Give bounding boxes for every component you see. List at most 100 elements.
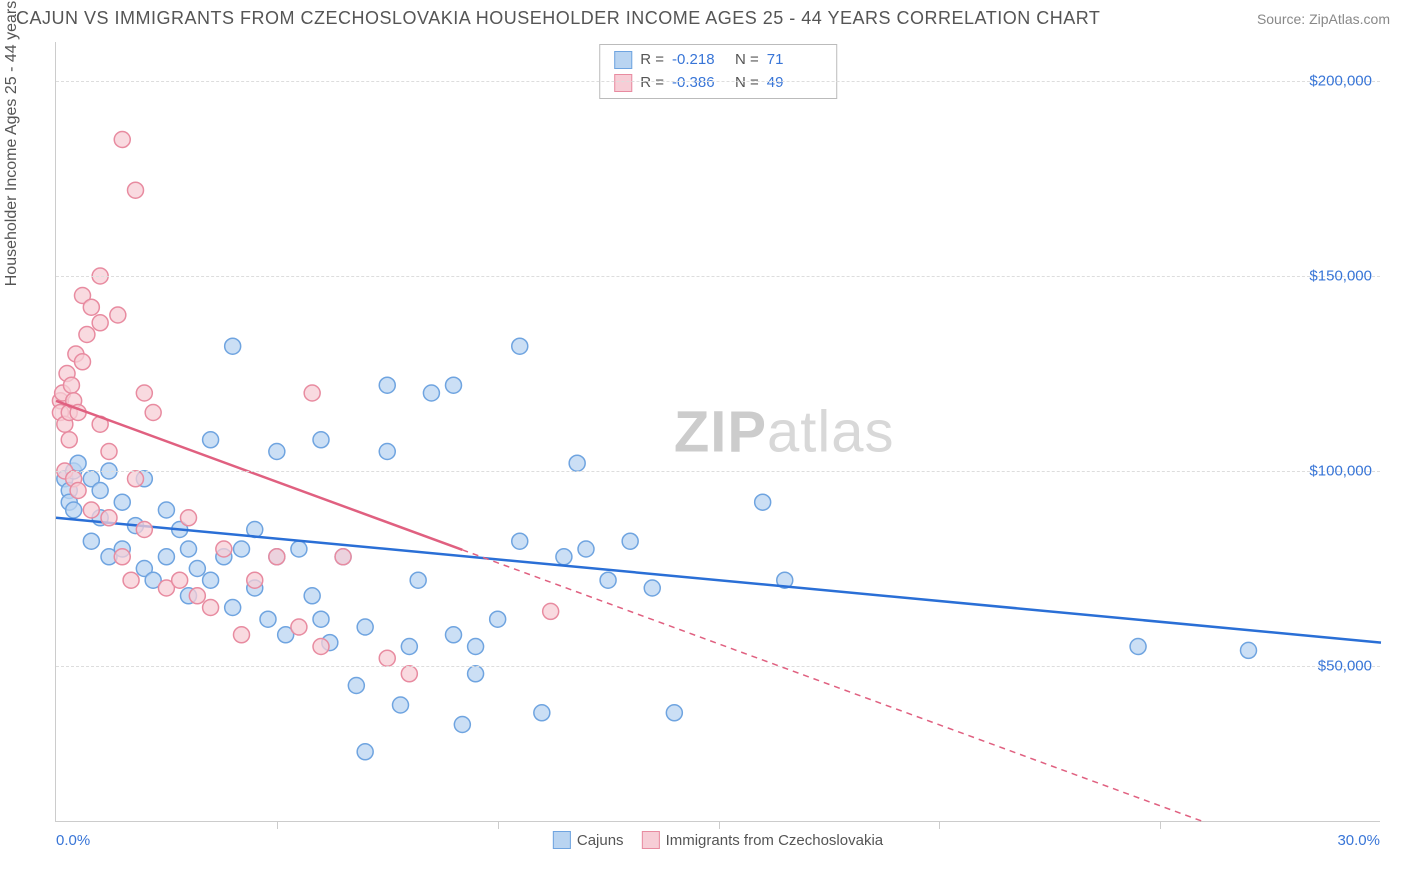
data-point — [203, 432, 219, 448]
data-point — [1241, 642, 1257, 658]
data-point — [454, 717, 470, 733]
legend-item: Immigrants from Czechoslovakia — [642, 831, 884, 849]
data-point — [393, 697, 409, 713]
data-point — [101, 510, 117, 526]
grid-line — [56, 666, 1380, 667]
data-point — [128, 182, 144, 198]
data-point — [114, 549, 130, 565]
legend-item: Cajuns — [553, 831, 624, 849]
data-point — [313, 611, 329, 627]
stat-r-label: R = — [640, 72, 664, 95]
legend-swatch — [553, 831, 571, 849]
data-point — [313, 639, 329, 655]
data-point — [203, 572, 219, 588]
data-point — [75, 354, 91, 370]
data-point — [410, 572, 426, 588]
x-tick — [719, 821, 720, 829]
y-tick-label: $100,000 — [1309, 463, 1372, 480]
stat-r-value: -0.218 — [672, 49, 727, 72]
data-point — [534, 705, 550, 721]
data-point — [260, 611, 276, 627]
data-point — [468, 666, 484, 682]
data-point — [61, 432, 77, 448]
x-axis-end-label: 30.0% — [1337, 832, 1380, 849]
data-point — [666, 705, 682, 721]
data-point — [556, 549, 572, 565]
stat-n-label: N = — [735, 49, 759, 72]
data-point — [600, 572, 616, 588]
data-point — [145, 405, 161, 421]
data-point — [110, 307, 126, 323]
data-point — [234, 541, 250, 557]
data-point — [83, 533, 99, 549]
plot-svg — [56, 42, 1380, 821]
data-point — [234, 627, 250, 643]
stat-n-value: 49 — [767, 72, 822, 95]
legend: Cajuns Immigrants from Czechoslovakia — [553, 831, 883, 849]
data-point — [269, 549, 285, 565]
legend-label: Cajuns — [577, 832, 624, 849]
data-point — [123, 572, 139, 588]
data-point — [1130, 639, 1146, 655]
grid-line — [56, 81, 1380, 82]
grid-line — [56, 276, 1380, 277]
data-point — [543, 603, 559, 619]
chart-title: CAJUN VS IMMIGRANTS FROM CZECHOSLOVAKIA … — [16, 8, 1100, 29]
chart-plot-area: ZIPatlas R =-0.218N =71R =-0.386N =49 0.… — [55, 42, 1380, 822]
data-point — [63, 377, 79, 393]
data-point — [755, 494, 771, 510]
data-point — [172, 572, 188, 588]
data-point — [216, 541, 232, 557]
data-point — [128, 471, 144, 487]
data-point — [114, 494, 130, 510]
y-tick-label: $200,000 — [1309, 73, 1372, 90]
stat-n-value: 71 — [767, 49, 822, 72]
stat-n-label: N = — [735, 72, 759, 95]
stat-r-value: -0.386 — [672, 72, 727, 95]
y-tick-label: $150,000 — [1309, 268, 1372, 285]
data-point — [189, 588, 205, 604]
data-point — [66, 502, 82, 518]
data-point — [512, 338, 528, 354]
stats-row: R = -0.386 N = 49 — [614, 72, 822, 95]
data-point — [348, 678, 364, 694]
x-tick — [277, 821, 278, 829]
x-tick — [939, 821, 940, 829]
series-swatch — [614, 51, 632, 69]
data-point — [401, 639, 417, 655]
data-point — [225, 600, 241, 616]
stat-r-label: R = — [640, 49, 664, 72]
series-swatch — [614, 74, 632, 92]
data-point — [136, 522, 152, 538]
data-point — [578, 541, 594, 557]
source-label: Source: ZipAtlas.com — [1257, 11, 1390, 27]
data-point — [79, 327, 95, 343]
data-point — [569, 455, 585, 471]
data-point — [379, 650, 395, 666]
data-point — [181, 541, 197, 557]
data-point — [203, 600, 219, 616]
data-point — [644, 580, 660, 596]
legend-label: Immigrants from Czechoslovakia — [666, 832, 884, 849]
data-point — [446, 377, 462, 393]
data-point — [83, 299, 99, 315]
data-point — [269, 444, 285, 460]
y-tick-label: $50,000 — [1318, 658, 1372, 675]
stats-box: R = -0.218 N = 71 R = -0.386 N = 49 — [599, 44, 837, 99]
data-point — [158, 502, 174, 518]
data-point — [92, 483, 108, 499]
data-point — [101, 444, 117, 460]
data-point — [92, 315, 108, 331]
legend-swatch — [642, 831, 660, 849]
data-point — [468, 639, 484, 655]
data-point — [304, 588, 320, 604]
data-point — [225, 338, 241, 354]
stats-row: R = -0.218 N = 71 — [614, 49, 822, 72]
data-point — [357, 619, 373, 635]
data-point — [379, 444, 395, 460]
x-axis-start-label: 0.0% — [56, 832, 90, 849]
data-point — [189, 561, 205, 577]
data-point — [335, 549, 351, 565]
data-point — [446, 627, 462, 643]
data-point — [313, 432, 329, 448]
